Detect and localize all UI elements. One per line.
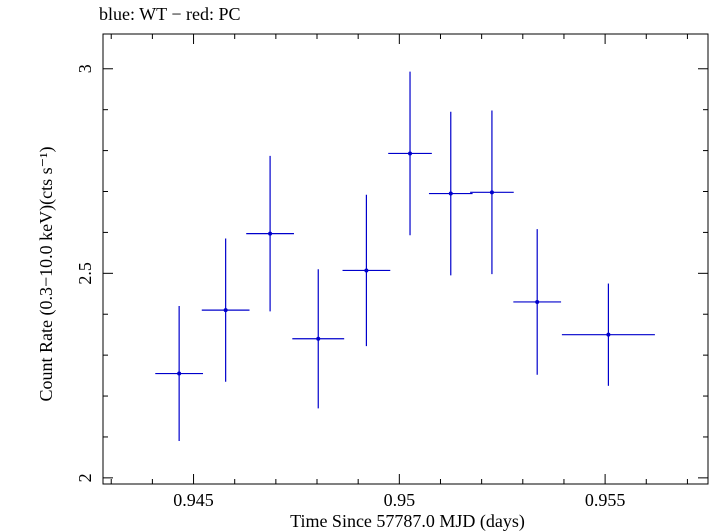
- data-point: [535, 299, 540, 304]
- data-point: [408, 151, 413, 156]
- x-tick-label: 0.945: [173, 490, 214, 510]
- x-axis-label: Time Since 57787.0 MJD (days): [290, 511, 525, 532]
- data-point-group: [513, 229, 562, 375]
- data-point: [489, 190, 494, 195]
- data-point-group: [292, 269, 345, 409]
- data-point: [177, 371, 182, 376]
- y-tick-label: 3: [75, 64, 95, 73]
- plot-frame: [102, 33, 709, 485]
- data-point: [223, 308, 228, 313]
- data-point-group: [470, 110, 514, 275]
- x-tick-label: 0.95: [384, 490, 416, 510]
- y-tick-label: 2.5: [75, 262, 95, 285]
- data-point-group: [388, 71, 432, 236]
- y-axis-label: Count Rate (0.3−10.0 keV)(cts s⁻¹): [36, 146, 57, 401]
- x-tick-label: 0.955: [585, 490, 626, 510]
- data-point-group: [561, 283, 655, 386]
- data-point-group: [428, 111, 473, 276]
- data-point: [316, 336, 321, 341]
- axis-ticks: [103, 34, 708, 484]
- data-point-group: [342, 194, 391, 347]
- data-point-group: [246, 155, 294, 312]
- axis-tick-labels: 0.945 0.95 0.955 2 2.5 3: [75, 64, 625, 510]
- data-point-group: [201, 238, 250, 382]
- data-series: [155, 71, 655, 442]
- data-point-group: [155, 306, 204, 442]
- y-tick-label: 2: [75, 473, 95, 482]
- data-point: [448, 191, 453, 196]
- data-point: [606, 332, 611, 337]
- data-point: [268, 231, 273, 236]
- data-point: [364, 268, 369, 273]
- chart-title: blue: WT − red: PC: [99, 4, 241, 24]
